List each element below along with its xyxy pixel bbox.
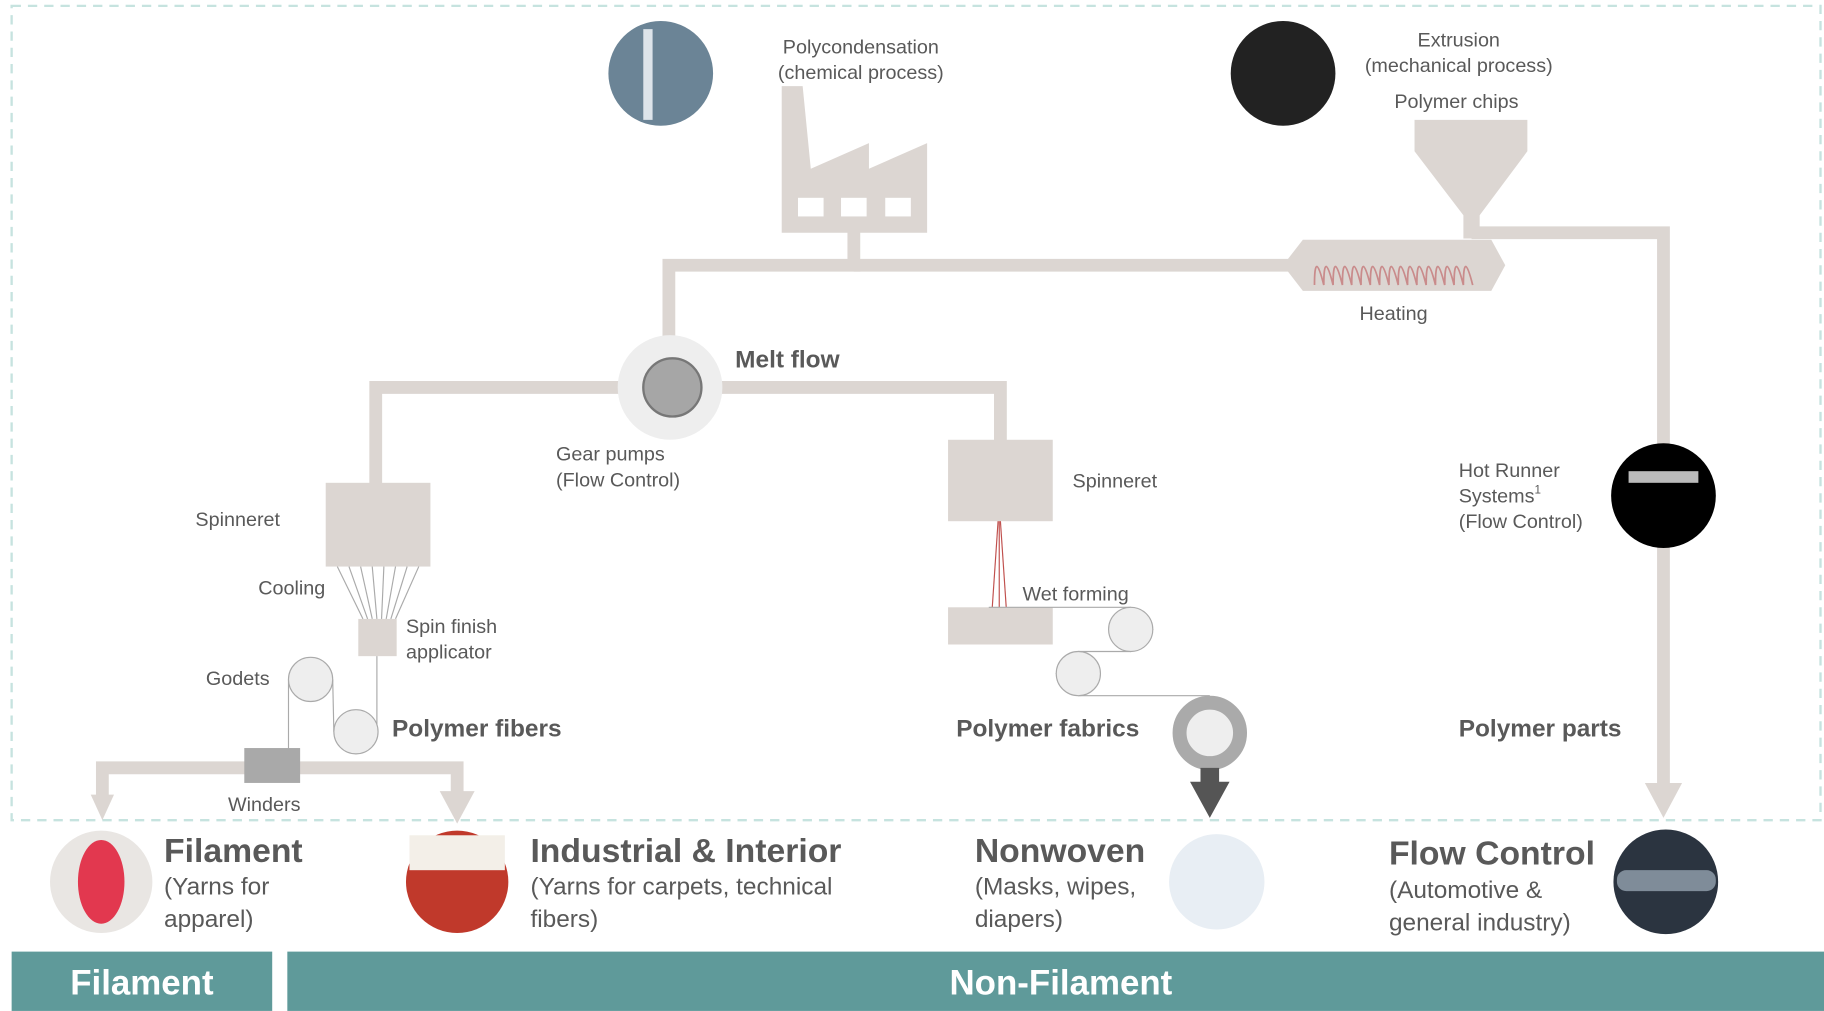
label: Polymer fibers [392,715,562,742]
text-line: Hot Runner [1459,460,1560,482]
wet-forming-belt [948,607,1053,644]
refinery-photo [643,29,652,120]
label: Melt flow [735,347,840,374]
output-title: Filament [164,832,303,870]
label: Winders [228,794,301,816]
text-line: 1 [1535,483,1541,496]
chips-photo [1231,21,1336,126]
label: Polymer parts [1459,715,1622,742]
fabric-roll [1180,703,1240,763]
arrow [1645,783,1682,818]
label: Polymer fabrics [956,715,1139,742]
arrow [91,795,114,821]
filament-photo [78,840,125,924]
text-line: applicator [406,641,492,663]
text-line: general industry) [1389,910,1571,937]
hot-runner-photo [1611,443,1716,548]
hopper [1415,120,1528,239]
text-line: (Masks, wipes, [975,874,1136,901]
factory-window [885,198,911,217]
text-line: (mechanical process) [1365,55,1553,77]
text-line: (Yarns for [164,874,269,901]
label: Spinneret [195,509,280,531]
spinneret-left [326,483,431,567]
car-photo [1617,870,1716,891]
label: Extrusion (mechanical process) [1365,30,1553,78]
arrow [440,791,475,824]
arrow [1190,768,1230,818]
wet-forming-lines [992,521,1006,607]
output-description: (Masks, wipes, diapers) [975,874,1136,934]
text-line: (chemical process) [778,62,944,84]
refinery-photo [608,21,713,126]
process-frame [12,6,1821,820]
output-description: (Automotive & general industry) [1389,877,1571,937]
text-line: Systems [1459,486,1535,508]
roller [1056,651,1100,695]
label: Polycondensation (chemical process) [778,37,944,85]
text-line: Polycondensation [783,37,939,59]
label: Hot Runner Systems1 (Flow Control) [1459,460,1583,533]
footer-label: Filament [70,964,214,1003]
spin-finish-applicator [358,619,396,656]
text-line: (Flow Control) [556,469,680,491]
winder [244,748,300,783]
text-line: Gear pumps [556,444,665,466]
output-description: (Yarns for apparel) [164,874,269,934]
text-line: apparel) [164,906,254,933]
label: Polymer chips [1394,91,1518,113]
carpet-photo [409,835,504,870]
text-line: Extrusion [1418,30,1500,52]
output-title: Nonwoven [975,832,1145,870]
cooling-fibers [337,567,418,619]
godet [288,657,332,701]
output-title: Flow Control [1389,834,1595,872]
gear-pump-photo [643,358,701,416]
nonwoven-photo [1169,834,1264,929]
label: Wet forming [1023,583,1129,605]
footer-label: Non-Filament [949,964,1172,1003]
label: Heating [1360,303,1428,325]
godet [334,710,378,754]
text-line: Spin finish [406,616,497,638]
factory-window [841,198,867,217]
output-title: Industrial & Interior [530,832,841,870]
label: Spinneret [1073,470,1158,492]
label: Spin finish applicator [406,616,497,664]
label: Gear pumps (Flow Control) [556,444,680,492]
roller [1109,607,1153,651]
spinneret-right [948,440,1053,521]
output-description: (Yarns for carpets, technical fibers) [530,874,832,934]
hot-runner-photo [1629,471,1699,483]
factory-window [798,198,824,217]
text-line: fibers) [530,906,598,933]
text-line: diapers) [975,906,1063,933]
text-line: (Yarns for carpets, technical [530,874,832,901]
text-line: (Flow Control) [1459,511,1583,533]
label: Cooling [258,577,325,599]
label: Godets [206,668,270,690]
text-line: (Automotive & [1389,877,1542,904]
process-diagram: Polycondensation (chemical process) Extru… [0,0,1824,1011]
